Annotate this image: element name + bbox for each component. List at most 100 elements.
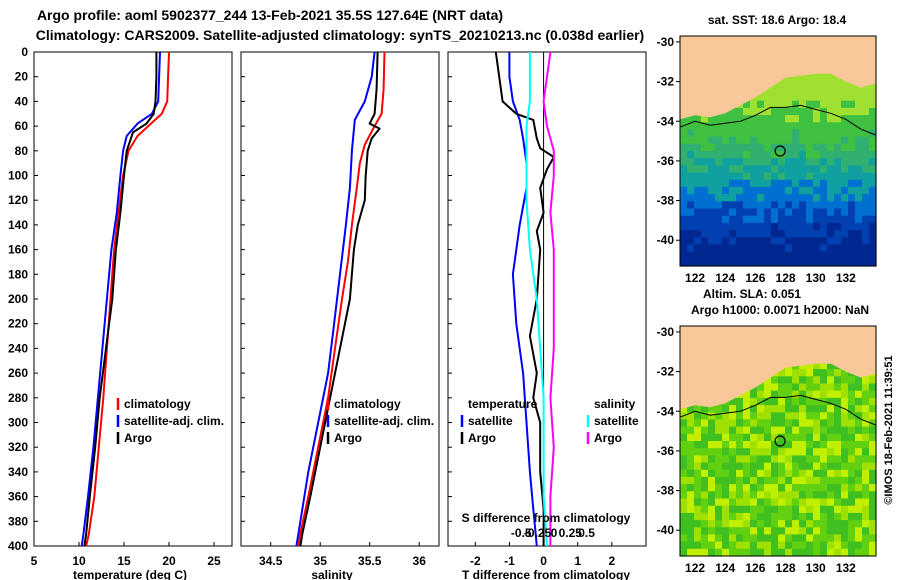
map-cell: [750, 419, 758, 428]
map-cell: [862, 179, 870, 188]
map-cell: [743, 107, 751, 116]
map-cell: [813, 179, 821, 188]
map-cell: [834, 462, 842, 471]
map-cell: [757, 426, 765, 435]
map-cell: [736, 258, 744, 267]
map-cell: [715, 505, 723, 514]
map-cell: [736, 541, 744, 550]
map-cell: [778, 405, 786, 413]
map-cell: [792, 383, 800, 392]
map-cell: [869, 512, 877, 521]
map-cell: [722, 426, 730, 435]
map-cell: [869, 397, 877, 406]
map-cell: [799, 201, 807, 210]
x-tick-label: -1: [504, 554, 515, 568]
map-cell: [806, 201, 814, 210]
map-cell: [827, 412, 835, 421]
map-cell: [820, 179, 828, 188]
difference-top-xlabel: S difference from climatology: [462, 511, 631, 525]
depth-tick-label: 20: [15, 70, 29, 84]
map-cell: [757, 534, 765, 543]
map-cell: [708, 419, 716, 428]
map-cell: [722, 433, 730, 442]
map-cell: [764, 93, 772, 102]
map-cell: [785, 512, 793, 521]
map-cell: [715, 115, 723, 123]
map-cell: [855, 534, 863, 543]
map-cell: [708, 512, 716, 521]
depth-tick-label: 160: [8, 243, 28, 257]
map-cell: [869, 201, 877, 210]
map-cell: [743, 512, 751, 521]
map-cell: [764, 541, 772, 550]
map-cell: [869, 405, 877, 413]
map-cell: [743, 201, 751, 210]
map-cell: [722, 129, 730, 138]
map-cell: [855, 158, 863, 166]
map-cell: [869, 222, 877, 231]
map-cell: [834, 115, 842, 123]
map-cell: [848, 376, 856, 385]
map-cell: [792, 194, 800, 202]
map-cell: [834, 129, 842, 138]
map-cell: [799, 136, 807, 145]
map-cell: [792, 527, 800, 536]
map-cell: [834, 433, 842, 442]
map-cell: [820, 419, 828, 428]
map-cell: [869, 527, 877, 536]
lat-tick-label: -40: [657, 233, 675, 247]
lat-tick-label: -40: [657, 523, 675, 537]
map-cell: [848, 230, 856, 238]
map-cell: [813, 100, 821, 109]
map-cell: [834, 165, 842, 174]
map-cell: [806, 448, 814, 456]
depth-contour: [679, 104, 877, 136]
map-cell: [855, 143, 863, 152]
map-cell: [750, 208, 758, 217]
map-cell: [680, 441, 688, 449]
map-cell: [785, 107, 793, 116]
map-cell: [715, 136, 723, 145]
map-cell: [715, 244, 723, 253]
map-cell: [848, 208, 856, 217]
map-cell: [792, 397, 800, 406]
x-tick-label: 1: [574, 554, 581, 568]
map-cell: [687, 462, 695, 471]
map-cell: [799, 419, 807, 428]
map-cell: [694, 222, 702, 231]
map-cell: [750, 100, 758, 109]
map-cell: [729, 541, 737, 550]
map-cell: [827, 498, 835, 507]
map-cell: [743, 433, 751, 442]
map-cell: [834, 107, 842, 116]
map-cell: [778, 412, 786, 421]
map-cell: [778, 498, 786, 507]
map-cell: [757, 107, 765, 116]
depth-tick-label: 100: [8, 169, 28, 183]
map-cell: [820, 412, 828, 421]
map-cell: [764, 376, 772, 385]
map-cell: [736, 158, 744, 166]
map-cell: [799, 455, 807, 464]
series-climatology: [85, 51, 170, 547]
map-cell: [862, 165, 870, 174]
map-cell: [806, 237, 814, 246]
map-cell: [848, 462, 856, 471]
map-cell: [736, 512, 744, 521]
map-cell: [848, 397, 856, 406]
map-cell: [869, 93, 877, 102]
map-cell: [701, 484, 709, 492]
map-cell: [848, 419, 856, 428]
map-cell: [722, 441, 730, 449]
map-cell: [848, 100, 856, 109]
map-cell: [848, 136, 856, 145]
map-cell: [729, 258, 737, 267]
map-cell: [778, 419, 786, 428]
map-cell: [778, 115, 786, 123]
map-cell: [841, 376, 849, 385]
map-cell: [729, 179, 737, 188]
map-cell: [785, 222, 793, 231]
map-cell: [694, 448, 702, 456]
lat-tick-label: -34: [657, 404, 675, 418]
map-cell: [771, 397, 779, 406]
